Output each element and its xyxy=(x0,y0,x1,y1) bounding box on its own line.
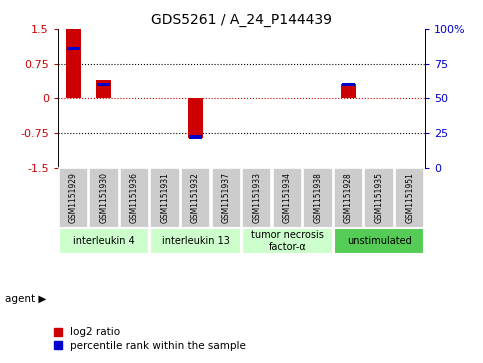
Text: unstimulated: unstimulated xyxy=(347,236,412,246)
Bar xyxy=(189,135,202,139)
Text: interleukin 4: interleukin 4 xyxy=(73,236,135,246)
Bar xyxy=(334,228,425,254)
Bar xyxy=(395,168,425,228)
Text: GSM1151937: GSM1151937 xyxy=(222,172,231,223)
Text: GSM1151929: GSM1151929 xyxy=(69,172,78,223)
Bar xyxy=(150,228,241,254)
Text: GSM1151951: GSM1151951 xyxy=(405,172,414,223)
Text: tumor necrosis
factor-α: tumor necrosis factor-α xyxy=(251,230,324,252)
Title: GDS5261 / A_24_P144439: GDS5261 / A_24_P144439 xyxy=(151,13,332,26)
Bar xyxy=(273,168,302,228)
Bar xyxy=(212,168,241,228)
Bar xyxy=(120,168,149,228)
Text: GSM1151930: GSM1151930 xyxy=(99,172,108,223)
Bar xyxy=(242,168,271,228)
Bar xyxy=(66,29,81,98)
Bar xyxy=(181,168,210,228)
Bar xyxy=(58,228,149,254)
Legend: log2 ratio, percentile rank within the sample: log2 ratio, percentile rank within the s… xyxy=(54,327,246,351)
Bar xyxy=(67,47,80,50)
Text: GSM1151933: GSM1151933 xyxy=(252,172,261,223)
Text: GSM1151935: GSM1151935 xyxy=(375,172,384,223)
Text: agent ▶: agent ▶ xyxy=(5,294,46,305)
Bar xyxy=(303,168,333,228)
Text: GSM1151934: GSM1151934 xyxy=(283,172,292,223)
Bar xyxy=(150,168,180,228)
Text: GSM1151932: GSM1151932 xyxy=(191,172,200,223)
Text: GSM1151928: GSM1151928 xyxy=(344,172,353,223)
Bar xyxy=(188,98,203,138)
Text: GSM1151936: GSM1151936 xyxy=(130,172,139,223)
Bar xyxy=(365,168,394,228)
Text: GSM1151931: GSM1151931 xyxy=(160,172,170,223)
Bar xyxy=(342,83,355,86)
Bar xyxy=(98,83,110,86)
Bar xyxy=(242,228,333,254)
Bar xyxy=(58,168,88,228)
Bar xyxy=(89,168,118,228)
Bar xyxy=(96,80,112,98)
Bar xyxy=(341,85,356,98)
Text: interleukin 13: interleukin 13 xyxy=(162,236,229,246)
Text: GSM1151938: GSM1151938 xyxy=(313,172,323,223)
Bar xyxy=(334,168,363,228)
